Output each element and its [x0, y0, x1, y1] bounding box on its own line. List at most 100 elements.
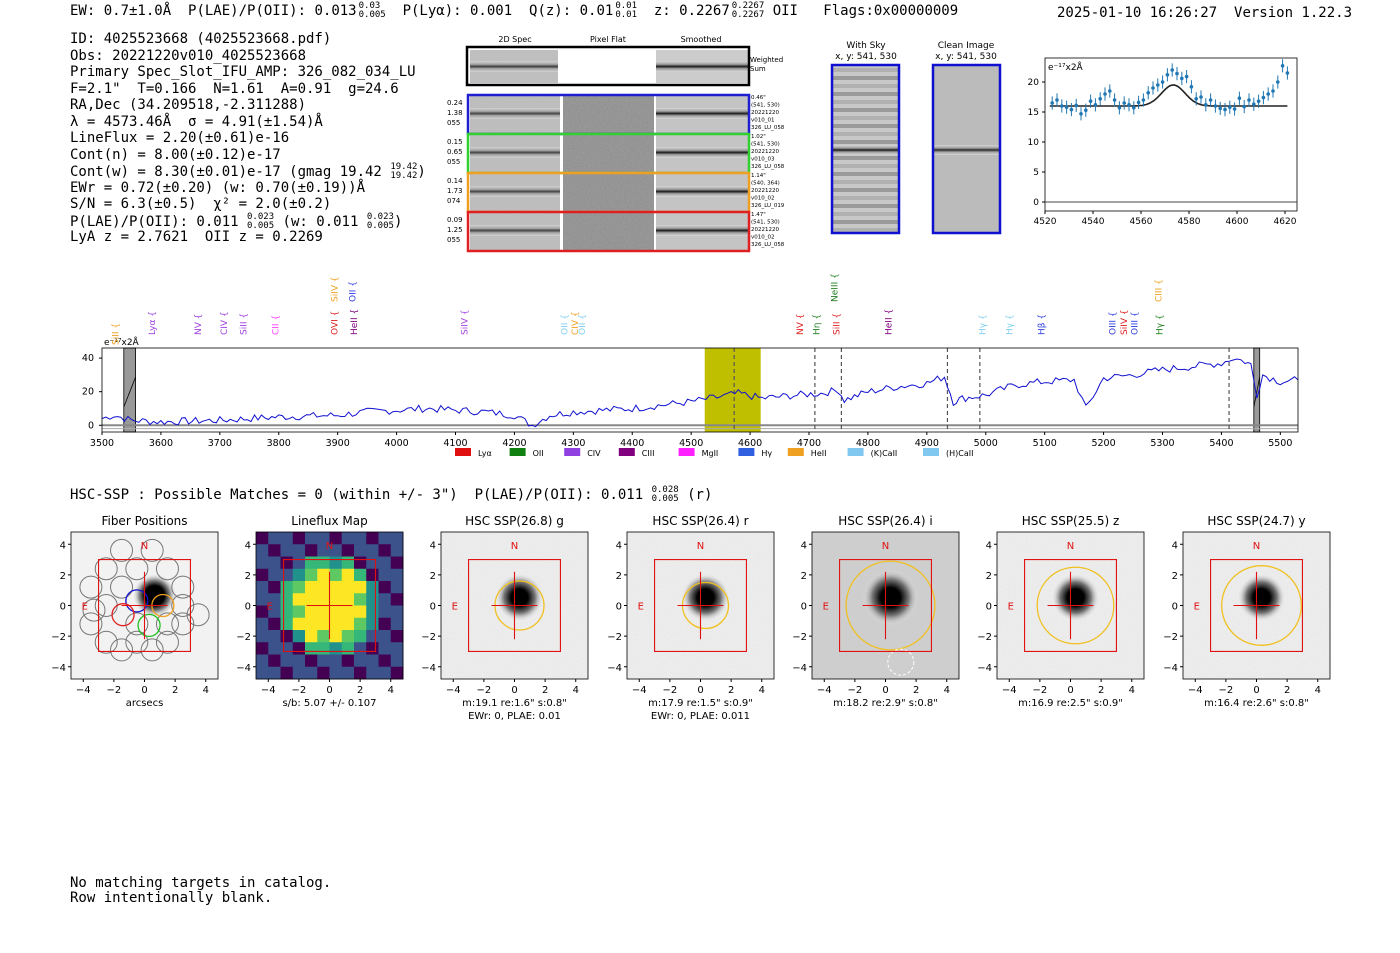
lineflux-pixel [317, 654, 330, 668]
north-label: N [697, 541, 704, 552]
spectral-line-label: OVI { [331, 311, 341, 335]
lineflux-pixel [329, 630, 343, 643]
lineflux-pixel [390, 556, 404, 570]
info-contn: Cont(n) = 8.00(±0.12)e-17 [70, 146, 281, 163]
full-spectrum-section: 3500 3600 3700 3800 3900 4000 4100 4200 4300 4400… [82, 273, 1299, 458]
panel-title: HSC SSP(26.4) i [838, 514, 933, 528]
sky-line [832, 140, 899, 144]
zoom-data-point [1266, 92, 1270, 96]
sky-line [832, 164, 899, 168]
panel-xtick-label: 4 [1315, 685, 1321, 696]
lineflux-pixel [329, 556, 343, 570]
spec-xtick-label: 5200 [1091, 438, 1115, 449]
panel-xtick-label: −2 [107, 685, 122, 696]
spec-ytick-label: 40 [82, 353, 94, 364]
legend-swatch [923, 448, 939, 456]
row-right-label: 326_LU_058 [751, 125, 785, 131]
sky-line [832, 196, 899, 200]
lineflux-pixel [354, 532, 367, 545]
panel-title: HSC SSP(24.7) y [1207, 514, 1305, 528]
lineflux-pixel [280, 617, 294, 631]
fiber-circle [79, 575, 103, 599]
row-left-label: 1.25 [447, 226, 463, 234]
lineflux-pixel [268, 654, 281, 668]
lineflux-pixel [280, 642, 294, 655]
zoom-data-point [1050, 101, 1054, 105]
cutout-row: 0.09 1.25 055 1.47" (541, 530)20221220 v010_0… [447, 210, 785, 253]
imaging-panel: Lineflux Map N E −4 −4 −2 −2 0 0 2 2 4 4 s/b: 5.07 +/… [236, 514, 404, 709]
row-right-label: 326_LU_019 [751, 203, 785, 209]
panel-xtick-label: 2 [357, 685, 363, 696]
row-smoothed-trace [656, 225, 748, 236]
lineflux-pixel [305, 642, 318, 655]
legend-swatch [455, 448, 471, 456]
zoom-data-point [1232, 107, 1237, 111]
zoom-ytick-label: 10 [1028, 138, 1040, 148]
imaging-panels: Fiber Positions N E −4 −4 −2 −2 0 0 2 2 4 4 arcsecs Li… [51, 514, 1331, 722]
weighted-label: Weighted [750, 56, 783, 64]
lineflux-pixel [366, 605, 379, 619]
north-label: N [882, 541, 889, 552]
panel-xtick-label: 0 [1253, 685, 1259, 696]
lineflux-pixel [329, 605, 343, 619]
lineflux-pixel [317, 605, 330, 619]
lineflux-pixel [292, 556, 306, 570]
panel-ytick-label: −4 [607, 663, 622, 674]
plae-value: 0.013 [314, 3, 357, 19]
col-header-2dspec: 2D Spec [498, 35, 531, 44]
zoom-data-point [1156, 83, 1160, 87]
zoom-data-point [1208, 98, 1213, 102]
plae2-w-lower: 0.005 [366, 220, 394, 231]
row-right-label: 326_LU_058 [751, 164, 785, 170]
zoom-data-point [1069, 107, 1074, 112]
zoom-data-point [1228, 105, 1232, 109]
fiber-circle [171, 575, 195, 599]
zoom-data-point [1170, 68, 1174, 72]
panel-ytick-label: 0 [616, 602, 622, 613]
zoom-xtick-label: 4580 [1178, 217, 1201, 227]
zoom-xtick-label: 4560 [1130, 217, 1153, 227]
panel-ytick-label: −2 [421, 632, 436, 643]
panel-ytick-label: −4 [977, 663, 992, 674]
panel-xtick-label: 2 [728, 685, 734, 696]
lineflux-pixel [390, 544, 404, 557]
lineflux-pixel [341, 556, 355, 570]
aperture-circle [1036, 566, 1115, 645]
lineflux-pixel [329, 642, 343, 655]
lineflux-pixel [292, 544, 306, 557]
lineflux-pixel [366, 617, 379, 631]
lineflux-pixel [354, 568, 367, 582]
fiber-circle [155, 557, 179, 581]
lineflux-pixel [341, 593, 355, 606]
spectral-line-label: NeIII { [830, 273, 840, 302]
lineflux-pixel [280, 605, 294, 619]
zoom-data-point [1175, 71, 1179, 76]
fiber-circle [125, 557, 149, 581]
panel-xtick-label: 0 [326, 685, 332, 696]
lineflux-pixel [305, 556, 318, 570]
info-lyaz: LyA z = 2.7621 OII z = 0.2269 [70, 229, 323, 245]
spec-xtick-label: 5500 [1268, 438, 1292, 449]
fiber-circle [82, 598, 106, 622]
panel-xtick-label: −2 [848, 685, 863, 696]
z-value: 0.2267 [679, 3, 730, 19]
spectral-line-label: SiIV { [331, 276, 341, 302]
footer-line-1: No matching targets in catalog. [70, 875, 332, 891]
plae2-upper: 0.023 [247, 211, 275, 222]
zoom-data-point [1252, 102, 1256, 106]
lineflux-pixel [341, 532, 355, 545]
fiber-circle [79, 612, 103, 636]
spec-xtick-label: 4800 [856, 438, 880, 449]
panel-xtick-label: 2 [542, 685, 548, 696]
lineflux-pixel [305, 654, 318, 668]
lineflux-pixel [341, 544, 355, 557]
fiber-red [111, 603, 135, 627]
hsc-summary: HSC-SSP : Possible Matches = 0 (within +… [70, 486, 712, 504]
imaging-panel: HSC SSP(25.5) z N E −4 −4 −2 −2 0 0 2 2 4 4 m:16.9 re… [977, 514, 1145, 709]
zoom-data-point [1261, 95, 1266, 100]
zoom-data-point [1084, 108, 1088, 112]
row-right-label: v010_02 [751, 235, 775, 241]
panel-xtick-label: 2 [172, 685, 178, 696]
panel-xtick-label: −4 [632, 685, 647, 696]
